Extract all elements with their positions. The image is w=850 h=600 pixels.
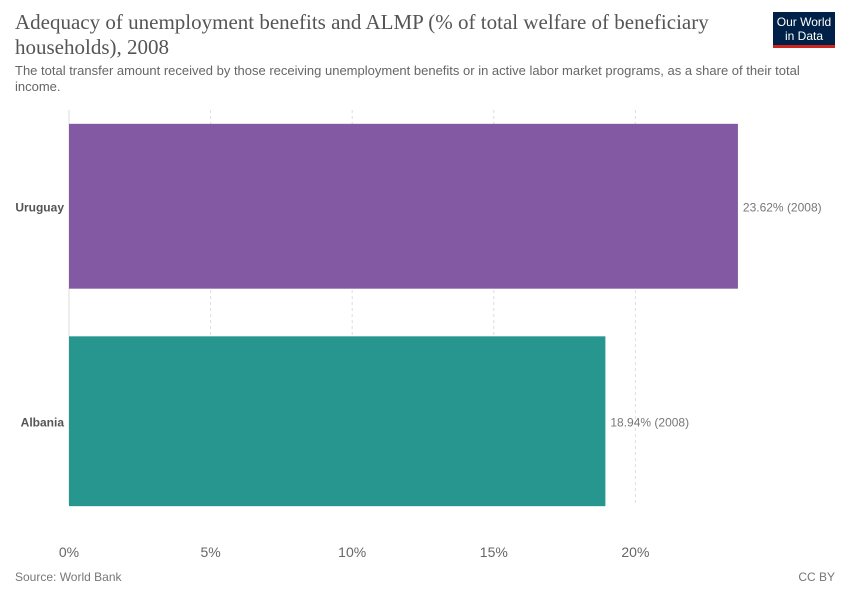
value-label: 23.62% (2008) [743, 200, 822, 214]
owid-logo[interactable]: Our World in Data [773, 12, 835, 48]
logo-line-1: Our World [776, 15, 832, 29]
value-label: 18.94% (2008) [610, 415, 689, 429]
category-label: Uruguay [15, 200, 64, 214]
bar-albania[interactable] [69, 336, 606, 507]
logo-line-2: in Data [784, 29, 824, 43]
x-tick-label: 15% [480, 544, 508, 560]
bar-uruguay[interactable] [69, 123, 738, 289]
x-tick-label: 10% [338, 544, 366, 560]
bars [69, 123, 738, 507]
x-tick-label: 20% [621, 544, 649, 560]
x-tick-label: 5% [200, 544, 220, 560]
labels: 0% 5% 10% 15% 20% Uruguay 23.62% (2008) Albania… [15, 200, 821, 560]
category-label: Albania [21, 415, 65, 429]
x-tick-label: 0% [59, 544, 79, 560]
source-note[interactable]: Source: World Bank [15, 570, 122, 584]
chart-subtitle: The total transfer amount received by th… [15, 63, 800, 94]
license-note[interactable]: CC BY [798, 570, 835, 584]
chart-title: Adequacy of unemployment benefits and AL… [15, 10, 709, 59]
logo-accent-bar [773, 45, 835, 48]
